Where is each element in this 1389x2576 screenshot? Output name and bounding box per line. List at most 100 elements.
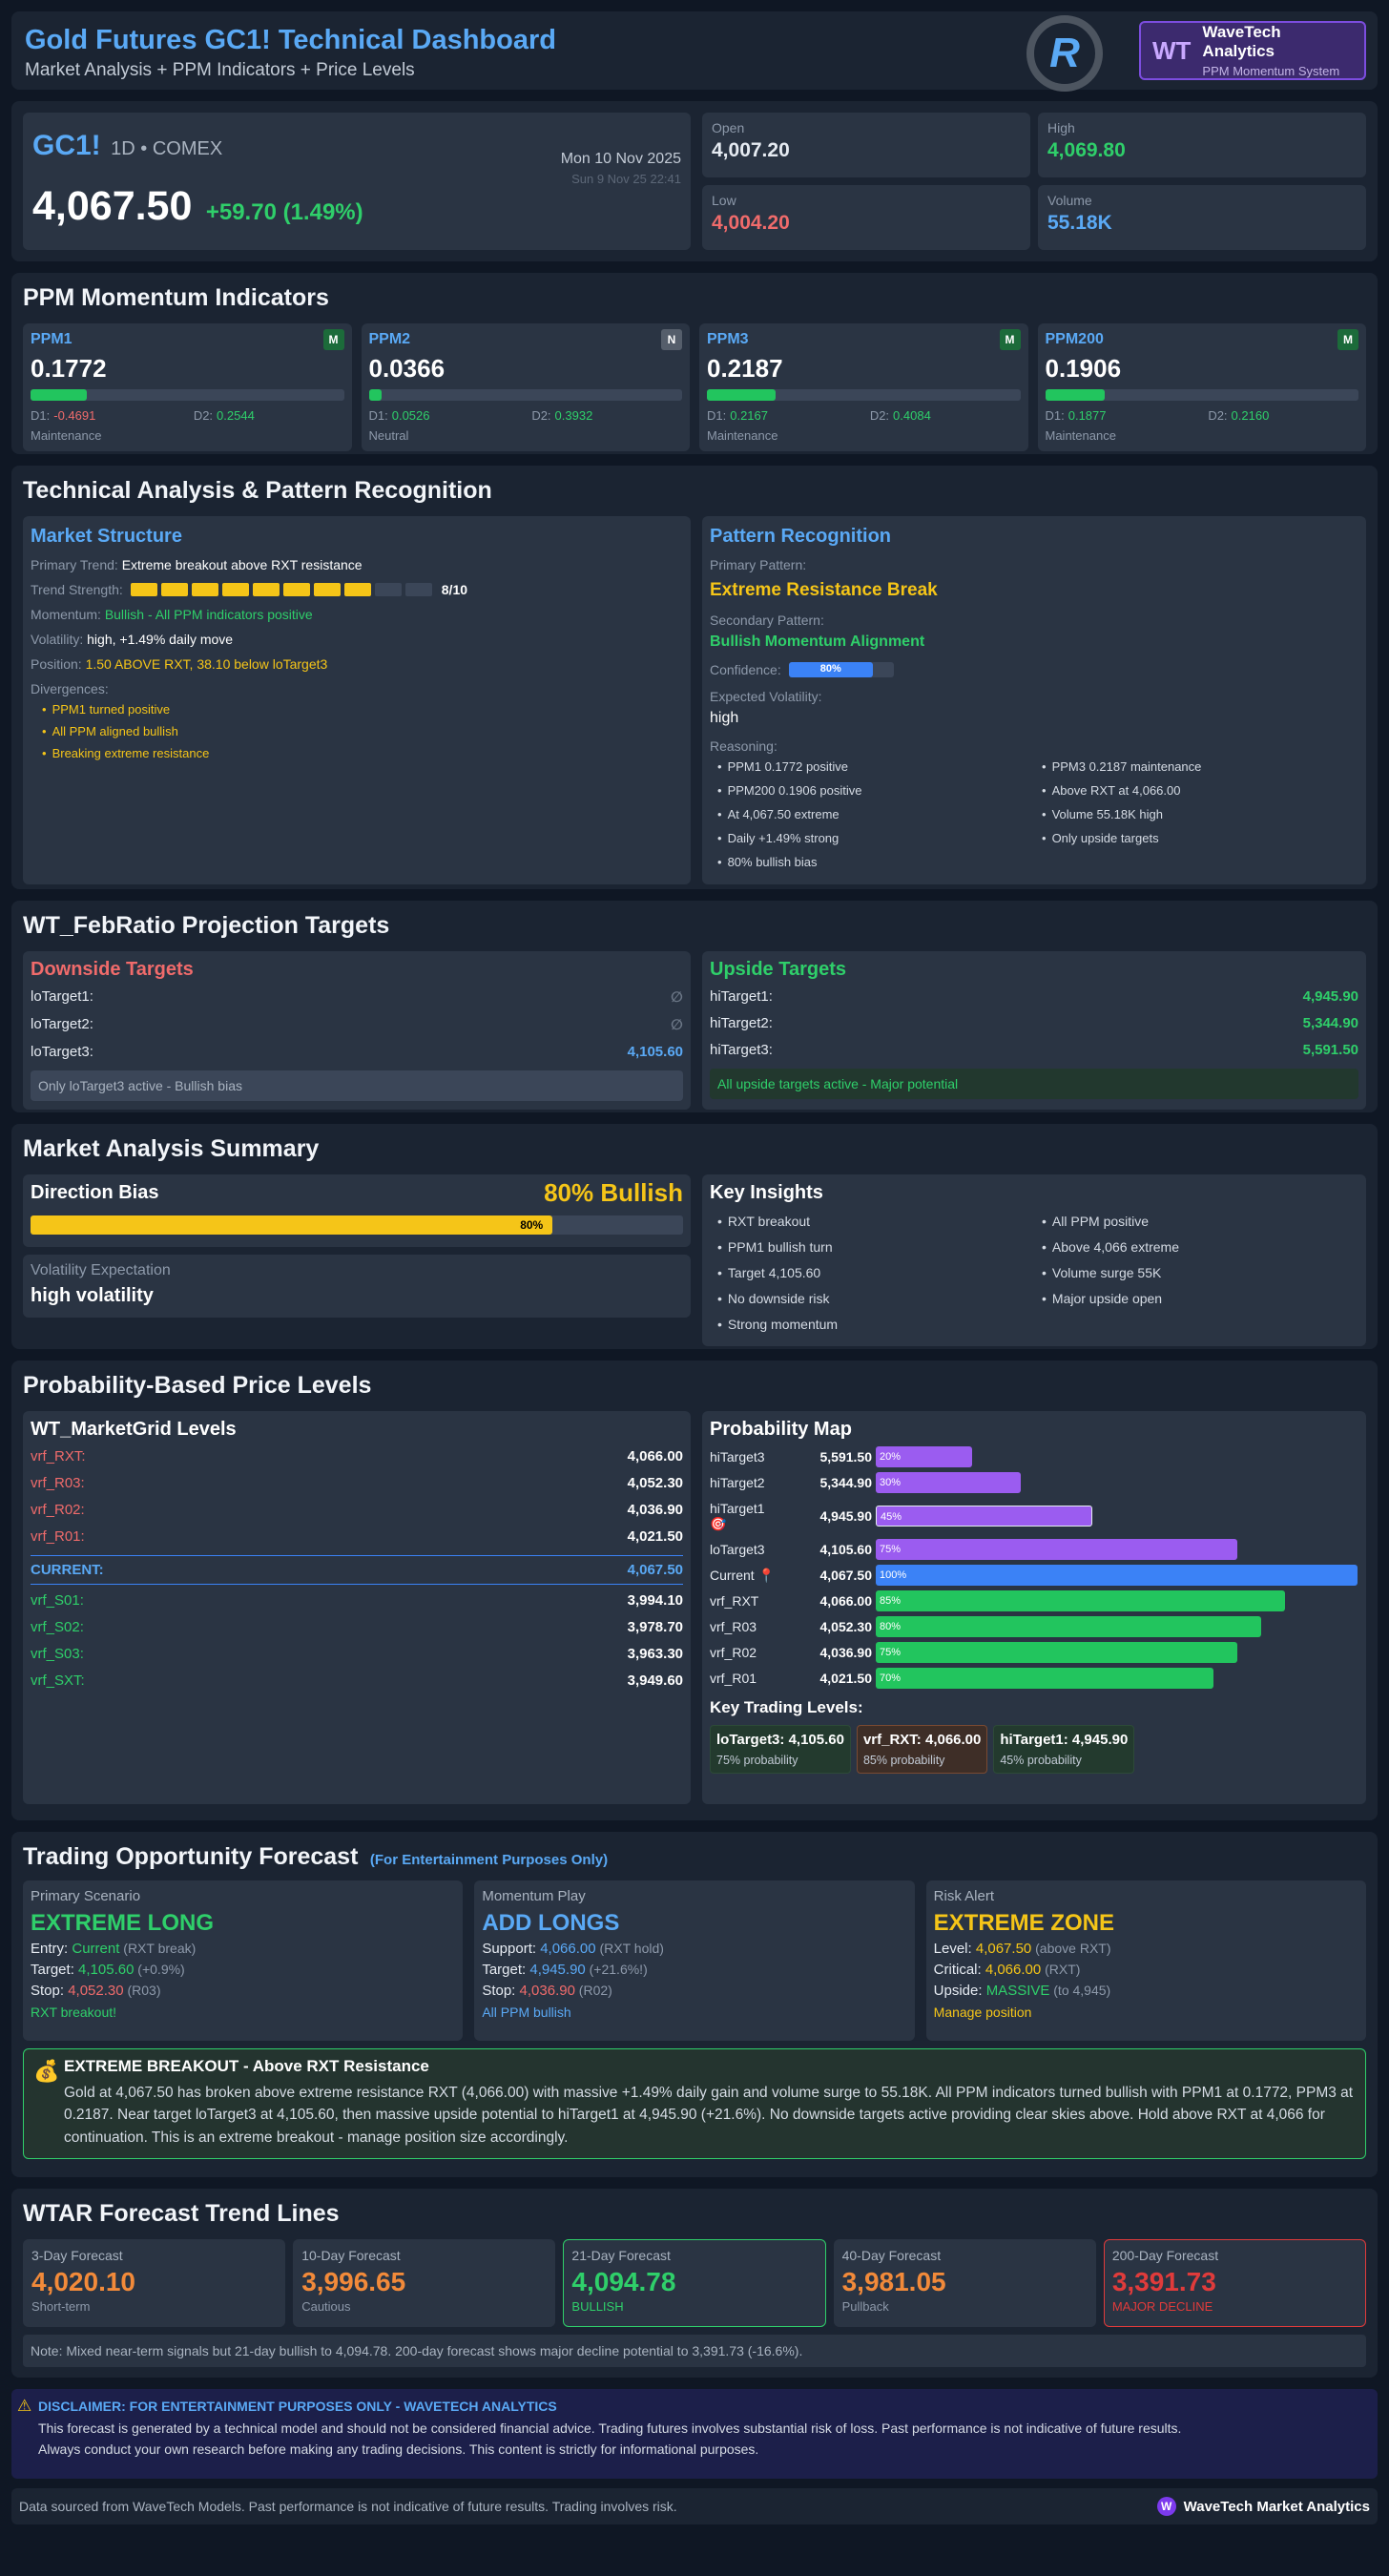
bullet-item: • RXT breakout bbox=[717, 1214, 1034, 1229]
line-value: 4,067.50 bbox=[975, 1941, 1032, 1957]
forecast-label: Momentum Play bbox=[482, 1888, 586, 1904]
bullet-item: • Volume surge 55K bbox=[1042, 1265, 1358, 1280]
mas-title: Market Analysis Summary bbox=[23, 1135, 320, 1162]
wtar-note-label: Pullback bbox=[841, 2299, 889, 2314]
brand-name: WaveTech Analytics bbox=[1202, 23, 1281, 60]
ppm-card-ppm3[interactable]: PPM3 M 0.2187 D1: 0.2167 D2: 0.4084 Maintenance bbox=[699, 323, 1028, 451]
prob-bar: 80% bbox=[876, 1616, 1261, 1637]
level-label: vrf_S02: bbox=[31, 1619, 84, 1635]
footer-brand[interactable]: WaveTech Market Analytics bbox=[1183, 2498, 1370, 2515]
target-value: 5,344.90 bbox=[1302, 1015, 1358, 1031]
disclaimer: ⚠ DISCLAIMER: FOR ENTERTAINMENT PURPOSES… bbox=[11, 2389, 1378, 2479]
prob-value: 5,591.50 bbox=[819, 1449, 873, 1465]
prob-value: 5,344.90 bbox=[819, 1475, 873, 1490]
upside-note: All upside targets active - Major potent… bbox=[710, 1069, 1358, 1099]
quote-date: Mon 10 Nov 2025 bbox=[560, 151, 681, 167]
market-structure-panel: Market Structure Primary Trend: Extreme … bbox=[23, 516, 691, 884]
forecast-card[interactable]: Momentum Play ADD LONGS Support: 4,066.00 … bbox=[474, 1880, 915, 2041]
forecast-card[interactable]: Primary Scenario EXTREME LONG Entry: Curre… bbox=[23, 1880, 464, 2041]
strength-segment bbox=[191, 583, 218, 596]
stat-label: Open bbox=[712, 120, 745, 135]
strength-segment bbox=[343, 583, 371, 596]
momentum-value: Bullish - All PPM indicators positive bbox=[104, 607, 313, 622]
volatility-label: Volatility: bbox=[31, 632, 84, 647]
wtar-card[interactable]: 21-Day Forecast 4,094.78 BULLISH bbox=[563, 2239, 826, 2327]
wtar-card[interactable]: 10-Day Forecast 3,996.65 Cautious bbox=[293, 2239, 556, 2327]
bullet-text: PPM200 0.1906 positive bbox=[727, 783, 862, 798]
direction-label: Direction Bias bbox=[31, 1182, 159, 1203]
bullet-item: • PPM200 0.1906 positive bbox=[717, 783, 1034, 798]
prob-value: 4,066.00 bbox=[819, 1593, 873, 1609]
ppm-card-ppm1[interactable]: PPM1 M 0.1772 D1: -0.4691 D2: 0.2544 Maintenanc… bbox=[23, 323, 352, 451]
level-label: vrf_R03: bbox=[31, 1475, 85, 1491]
quote-date-2: Sun 9 Nov 25 22:41 bbox=[571, 172, 681, 186]
d2-value: 0.4084 bbox=[893, 408, 931, 423]
line-key: Entry: bbox=[31, 1941, 73, 1957]
prob-row: vrf_R03 4,052.30 80% bbox=[710, 1616, 1358, 1637]
level-value: 4,021.50 bbox=[627, 1528, 683, 1545]
tof-tag: (For Entertainment Purposes Only) bbox=[369, 1852, 609, 1868]
ppm-bar-fill bbox=[368, 389, 382, 401]
key-trading-levels: loTarget3: 4,105.60 75% probability vrf_RX… bbox=[710, 1725, 1358, 1774]
forecast-line: Level: 4,067.50 (above RXT) bbox=[934, 1941, 1358, 1957]
forecast-footer: RXT breakout! bbox=[31, 2005, 117, 2020]
line-value: 4,066.00 bbox=[540, 1941, 596, 1957]
bullet-item: • All PPM positive bbox=[1042, 1214, 1358, 1229]
insights-title: Key Insights bbox=[710, 1182, 823, 1203]
line-note: (to 4,945) bbox=[1049, 1983, 1111, 1998]
bullet-icon: • bbox=[1042, 807, 1047, 821]
prob-pct: 85% bbox=[880, 1595, 902, 1607]
price-change: +59.70 (1.49%) bbox=[205, 199, 363, 225]
wtar-card[interactable]: 200-Day Forecast 3,391.73 MAJOR DECLINE bbox=[1103, 2239, 1367, 2327]
trend-label: Primary Trend: bbox=[31, 557, 118, 572]
bullet-icon: • bbox=[717, 855, 722, 869]
forecast-card[interactable]: Risk Alert EXTREME ZONE Level: 4,067.50 (a… bbox=[925, 1880, 1366, 2041]
prob-row: vrf_R01 4,021.50 70% bbox=[710, 1668, 1358, 1689]
key-level-prob: 85% probability bbox=[862, 1754, 945, 1767]
wtar-card[interactable]: 3-Day Forecast 4,020.10 Short-term bbox=[23, 2239, 286, 2327]
bullet-item: • PPM3 0.2187 maintenance bbox=[1042, 759, 1358, 774]
ppm-card-ppm200[interactable]: PPM200 M 0.1906 D1: 0.1877 D2: 0.2160 Maintenan… bbox=[1037, 323, 1366, 451]
key-level-card[interactable]: loTarget3: 4,105.60 75% probability bbox=[710, 1725, 851, 1774]
key-level-name: loTarget3: 4,105.60 bbox=[716, 1732, 844, 1748]
bullet-text: Daily +1.49% strong bbox=[727, 831, 840, 845]
forecast-line: Target: 4,945.90 (+21.6%!) bbox=[482, 1962, 906, 1978]
wtar-card[interactable]: 40-Day Forecast 3,981.05 Pullback bbox=[833, 2239, 1096, 2327]
key-level-card[interactable]: hiTarget1: 4,945.90 45% probability bbox=[993, 1725, 1135, 1774]
d2-value: 0.3932 bbox=[554, 408, 593, 423]
confidence-bar: 80% bbox=[788, 662, 894, 677]
disclaimer-body-2: Always conduct your own research before … bbox=[38, 2441, 759, 2457]
bullet-icon: • bbox=[42, 746, 47, 760]
target-label: loTarget2: bbox=[31, 1016, 93, 1032]
line-key: Target: bbox=[31, 1962, 79, 1978]
wtar-title: WTAR Forecast Trend Lines bbox=[23, 2200, 340, 2227]
divergence-text: All PPM aligned bullish bbox=[52, 724, 178, 738]
key-level-name: vrf_RXT: 4,066.00 bbox=[862, 1732, 982, 1748]
target-row: hiTarget3: 5,591.50 bbox=[710, 1042, 1358, 1058]
prob-value: 4,036.90 bbox=[819, 1645, 873, 1660]
upside-panel: Upside Targets hiTarget1: 4,945.90 hiTarge… bbox=[702, 951, 1366, 1110]
level-value: 3,978.70 bbox=[627, 1619, 683, 1635]
ppm-card-ppm2[interactable]: PPM2 N 0.0366 D1: 0.0526 D2: 0.3932 Neutral bbox=[361, 323, 690, 451]
stat-label: Low bbox=[712, 193, 736, 208]
prob-row: hiTarget1 🎯 4,945.90 45% bbox=[710, 1498, 1358, 1534]
bullet-text: PPM3 0.2187 maintenance bbox=[1051, 759, 1202, 774]
forecast-footer: All PPM bullish bbox=[482, 2005, 571, 2020]
ohlcv-stats: Open 4,007.20 High 4,069.80 Low 4,004.20 Volum… bbox=[702, 113, 1366, 250]
level-label: vrf_RXT: bbox=[31, 1448, 86, 1465]
grid-level-row: vrf_R03: 4,052.30 bbox=[31, 1475, 683, 1491]
target-value: ∅ bbox=[671, 989, 683, 1006]
momentum-label: Momentum: bbox=[31, 607, 101, 622]
target-label: hiTarget1: bbox=[710, 988, 773, 1005]
wtar-label: 40-Day Forecast bbox=[841, 2248, 942, 2263]
ppm-bar bbox=[1045, 389, 1358, 401]
brand-box[interactable]: WT WaveTech Analytics PPM Momentum Syste… bbox=[1139, 21, 1366, 80]
ppm-bar bbox=[31, 389, 344, 401]
target-label: hiTarget2: bbox=[710, 1015, 773, 1031]
key-level-card[interactable]: vrf_RXT: 4,066.00 85% probability bbox=[856, 1725, 988, 1774]
line-value: 4,036.90 bbox=[519, 1983, 575, 1999]
ppm-name: PPM2 bbox=[368, 331, 411, 347]
d1-label: D1: bbox=[707, 408, 727, 423]
bullet-icon: • bbox=[42, 724, 47, 738]
bullet-icon: • bbox=[717, 807, 722, 821]
